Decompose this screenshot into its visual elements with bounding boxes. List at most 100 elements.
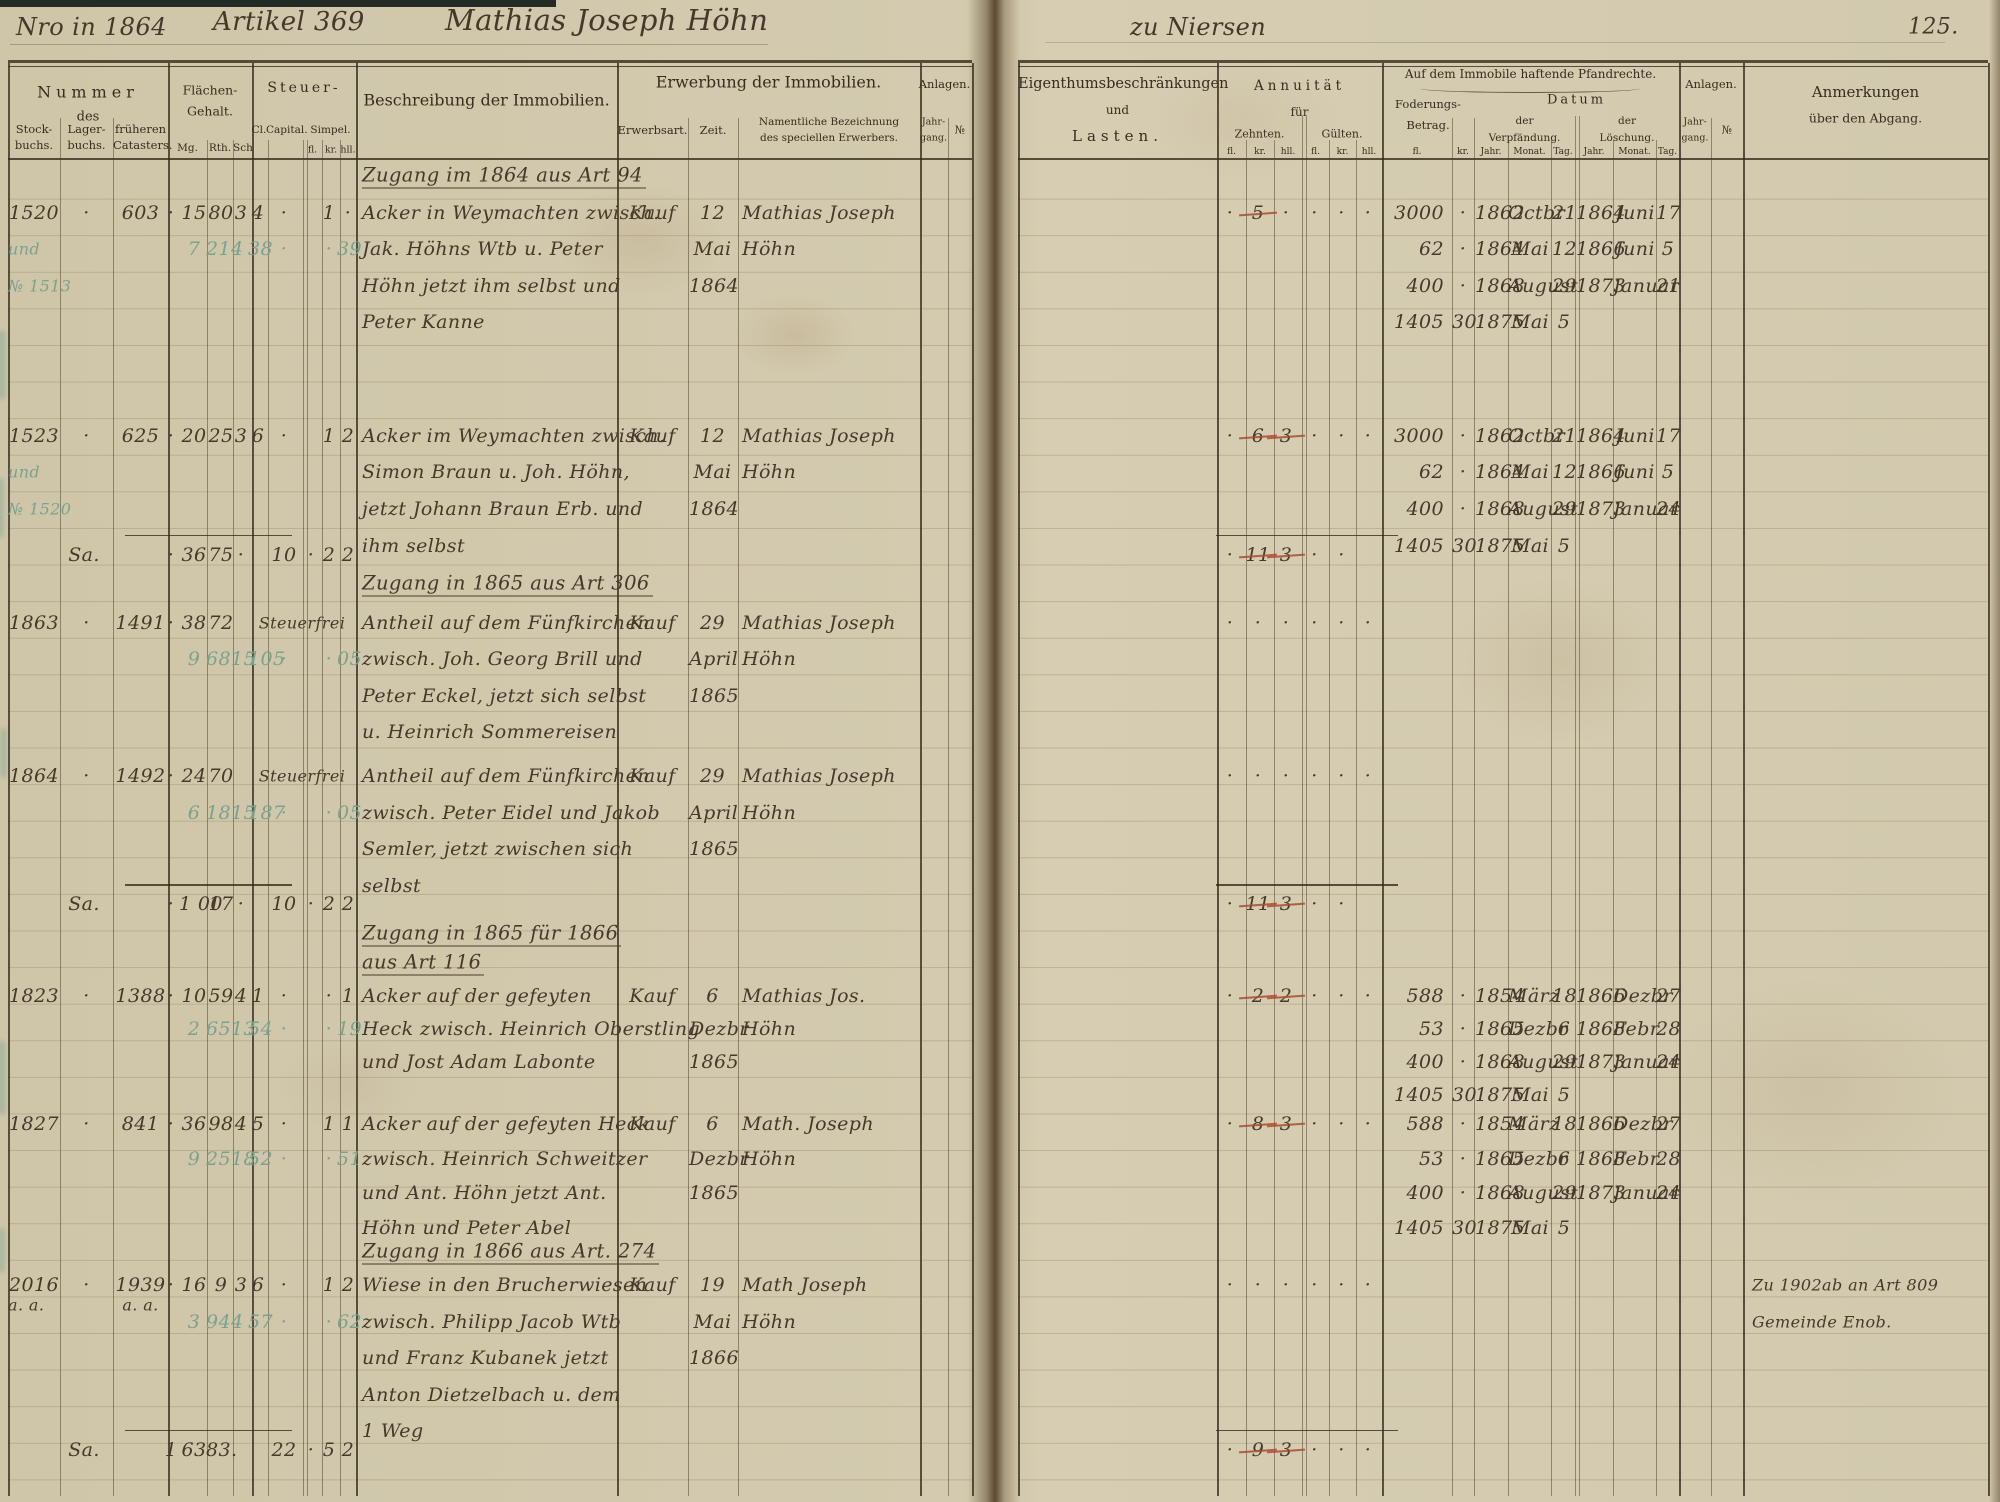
annuity-value: ·	[1364, 201, 1372, 224]
column-divider	[1274, 140, 1275, 1496]
measure-cl: 52	[248, 1147, 273, 1170]
measure-rth: 59	[208, 984, 234, 1007]
pfand-lj: 1873	[1576, 1182, 1626, 1205]
pfand-fl: 400	[1406, 1050, 1444, 1073]
annuity-value: ·	[1282, 611, 1290, 634]
pfand-kr: ·	[1459, 274, 1467, 297]
description-line: zwisch. Heinrich Schweitzer	[362, 1147, 648, 1170]
pfand-lt: 5	[1661, 461, 1675, 484]
zeit-value: 1866	[689, 1347, 739, 1370]
annuity-value: 2	[1244, 985, 1272, 1007]
annuity-value: 6	[1244, 425, 1272, 447]
description-line: 1 Weg	[362, 1420, 424, 1443]
lager-dot: ·	[83, 201, 90, 224]
annuity-value: ·	[1311, 765, 1318, 788]
measure-rth: 98	[208, 1112, 234, 1135]
pfand-vm: Dezbr	[1508, 1147, 1568, 1170]
page-edge	[1989, 0, 2000, 1502]
column-divider	[1356, 140, 1357, 1496]
pfand-lt: 17	[1656, 201, 1681, 224]
measure-mg: 9	[187, 1147, 201, 1170]
column-divider	[1679, 63, 1681, 1496]
measure-sch: 3	[234, 1273, 248, 1296]
description-line: jetzt Johann Braun Erb. und	[362, 498, 644, 521]
zeit-value: 19	[700, 1273, 725, 1296]
pfand-kr: ·	[1459, 424, 1467, 447]
col-header-anlagen: Anlagen.	[918, 77, 971, 91]
pfand-vj: 1862	[1475, 201, 1525, 224]
measure-mg: 7	[187, 238, 201, 261]
measure-rth: 214	[206, 238, 244, 261]
col-header-mg: Mg.	[177, 142, 198, 154]
cataster-number: 625	[121, 424, 160, 447]
measure-mg: 15	[181, 201, 207, 224]
description-line: und Jost Adam Labonte	[362, 1050, 596, 1073]
measure-hll: 2	[341, 424, 355, 447]
pfand-vt: 29	[1552, 274, 1577, 297]
pfand-vj: 1865	[1475, 1017, 1525, 1040]
pfand-vm: Mai	[1510, 461, 1550, 484]
pfand-lm: Juni	[1615, 201, 1655, 224]
annuity-value: 3	[1272, 425, 1300, 447]
col-header-kr: kr.	[1254, 147, 1266, 157]
measure-mg: 6	[187, 801, 201, 824]
measure-rth: 944	[206, 1310, 244, 1333]
measure-kr: ·	[325, 1017, 333, 1040]
col-header-stockbuchs: Stock-	[15, 122, 53, 136]
cataster-addendum: a. a.	[122, 1295, 159, 1315]
zeit-value: Dezbr	[689, 1147, 749, 1170]
pfand-vt: 21	[1552, 201, 1577, 224]
cataster-number: 1491	[115, 611, 166, 634]
zeit-value: 6	[706, 984, 719, 1007]
pfand-lm: Januar	[1613, 498, 1680, 521]
margin-mark	[0, 330, 6, 400]
erwerber-name: Höhn	[742, 238, 797, 261]
measure-hll: 2	[341, 1273, 355, 1296]
erwerber-name: Mathias Joseph	[742, 424, 896, 447]
pfand-vm: August	[1508, 1050, 1579, 1073]
annuity-value: ·	[1338, 765, 1345, 788]
col-header-flaechen: Flächen-	[182, 82, 238, 98]
pfand-fl: 3000	[1394, 424, 1444, 447]
measure-cap: ·	[280, 424, 288, 447]
col-header-erwerbung: Erwerbung der Immobilien.	[655, 72, 882, 92]
lager-dot: ·	[83, 424, 90, 447]
description-line: Wiese in den Brucherwiesen	[362, 1273, 648, 1296]
pfand-fl: 1405	[1394, 1217, 1444, 1240]
measure-pre: 1	[164, 1438, 178, 1461]
pfand-lj: 1866	[1576, 984, 1626, 1007]
erwerber-name: Höhn	[742, 648, 797, 671]
zeit-value: 1864	[689, 498, 739, 521]
pfand-lm: Januar	[1613, 1050, 1680, 1073]
pfand-lj: 1864	[1576, 201, 1626, 224]
annuity-value: ·	[1311, 1438, 1318, 1461]
column-divider	[1018, 63, 1020, 1496]
pfand-fl: 3000	[1394, 201, 1444, 224]
measure-hll: 05	[337, 801, 362, 824]
measure-rth: 25	[208, 424, 234, 447]
annuity-value: ·	[1311, 984, 1318, 1007]
description-line: Acker auf der gefeyten	[362, 984, 592, 1007]
swash-rule	[1420, 84, 1640, 93]
erwerbsart-value: Kauf	[629, 1112, 676, 1135]
annuity-value: ·	[1364, 1112, 1372, 1135]
cataster-number: 1939	[115, 1273, 166, 1296]
erwerbsart-value: Kauf	[629, 424, 676, 447]
pfand-lm: Febr	[1613, 1147, 1660, 1170]
zeit-value: 6	[706, 1112, 719, 1135]
pfand-kr: ·	[1459, 498, 1467, 521]
column-divider	[8, 63, 10, 1496]
measure-kr: 2	[322, 543, 336, 566]
annuity-value: ·	[1282, 1273, 1290, 1296]
pfand-lt: 24	[1656, 1182, 1681, 1205]
measure-mg: 10	[181, 984, 207, 1007]
col-header-zehnten: Zehnten.	[1234, 127, 1285, 141]
stock-addendum: und	[8, 462, 41, 482]
stock-number: 1863	[9, 611, 59, 634]
pfand-fl: 400	[1406, 274, 1444, 297]
zeit-value: 29	[700, 611, 725, 634]
measure-cap: ·	[280, 1310, 288, 1333]
measure-sch: ·	[237, 543, 245, 566]
measure-rth: 83.	[206, 1438, 238, 1461]
measure-hll: 1	[341, 1112, 355, 1135]
